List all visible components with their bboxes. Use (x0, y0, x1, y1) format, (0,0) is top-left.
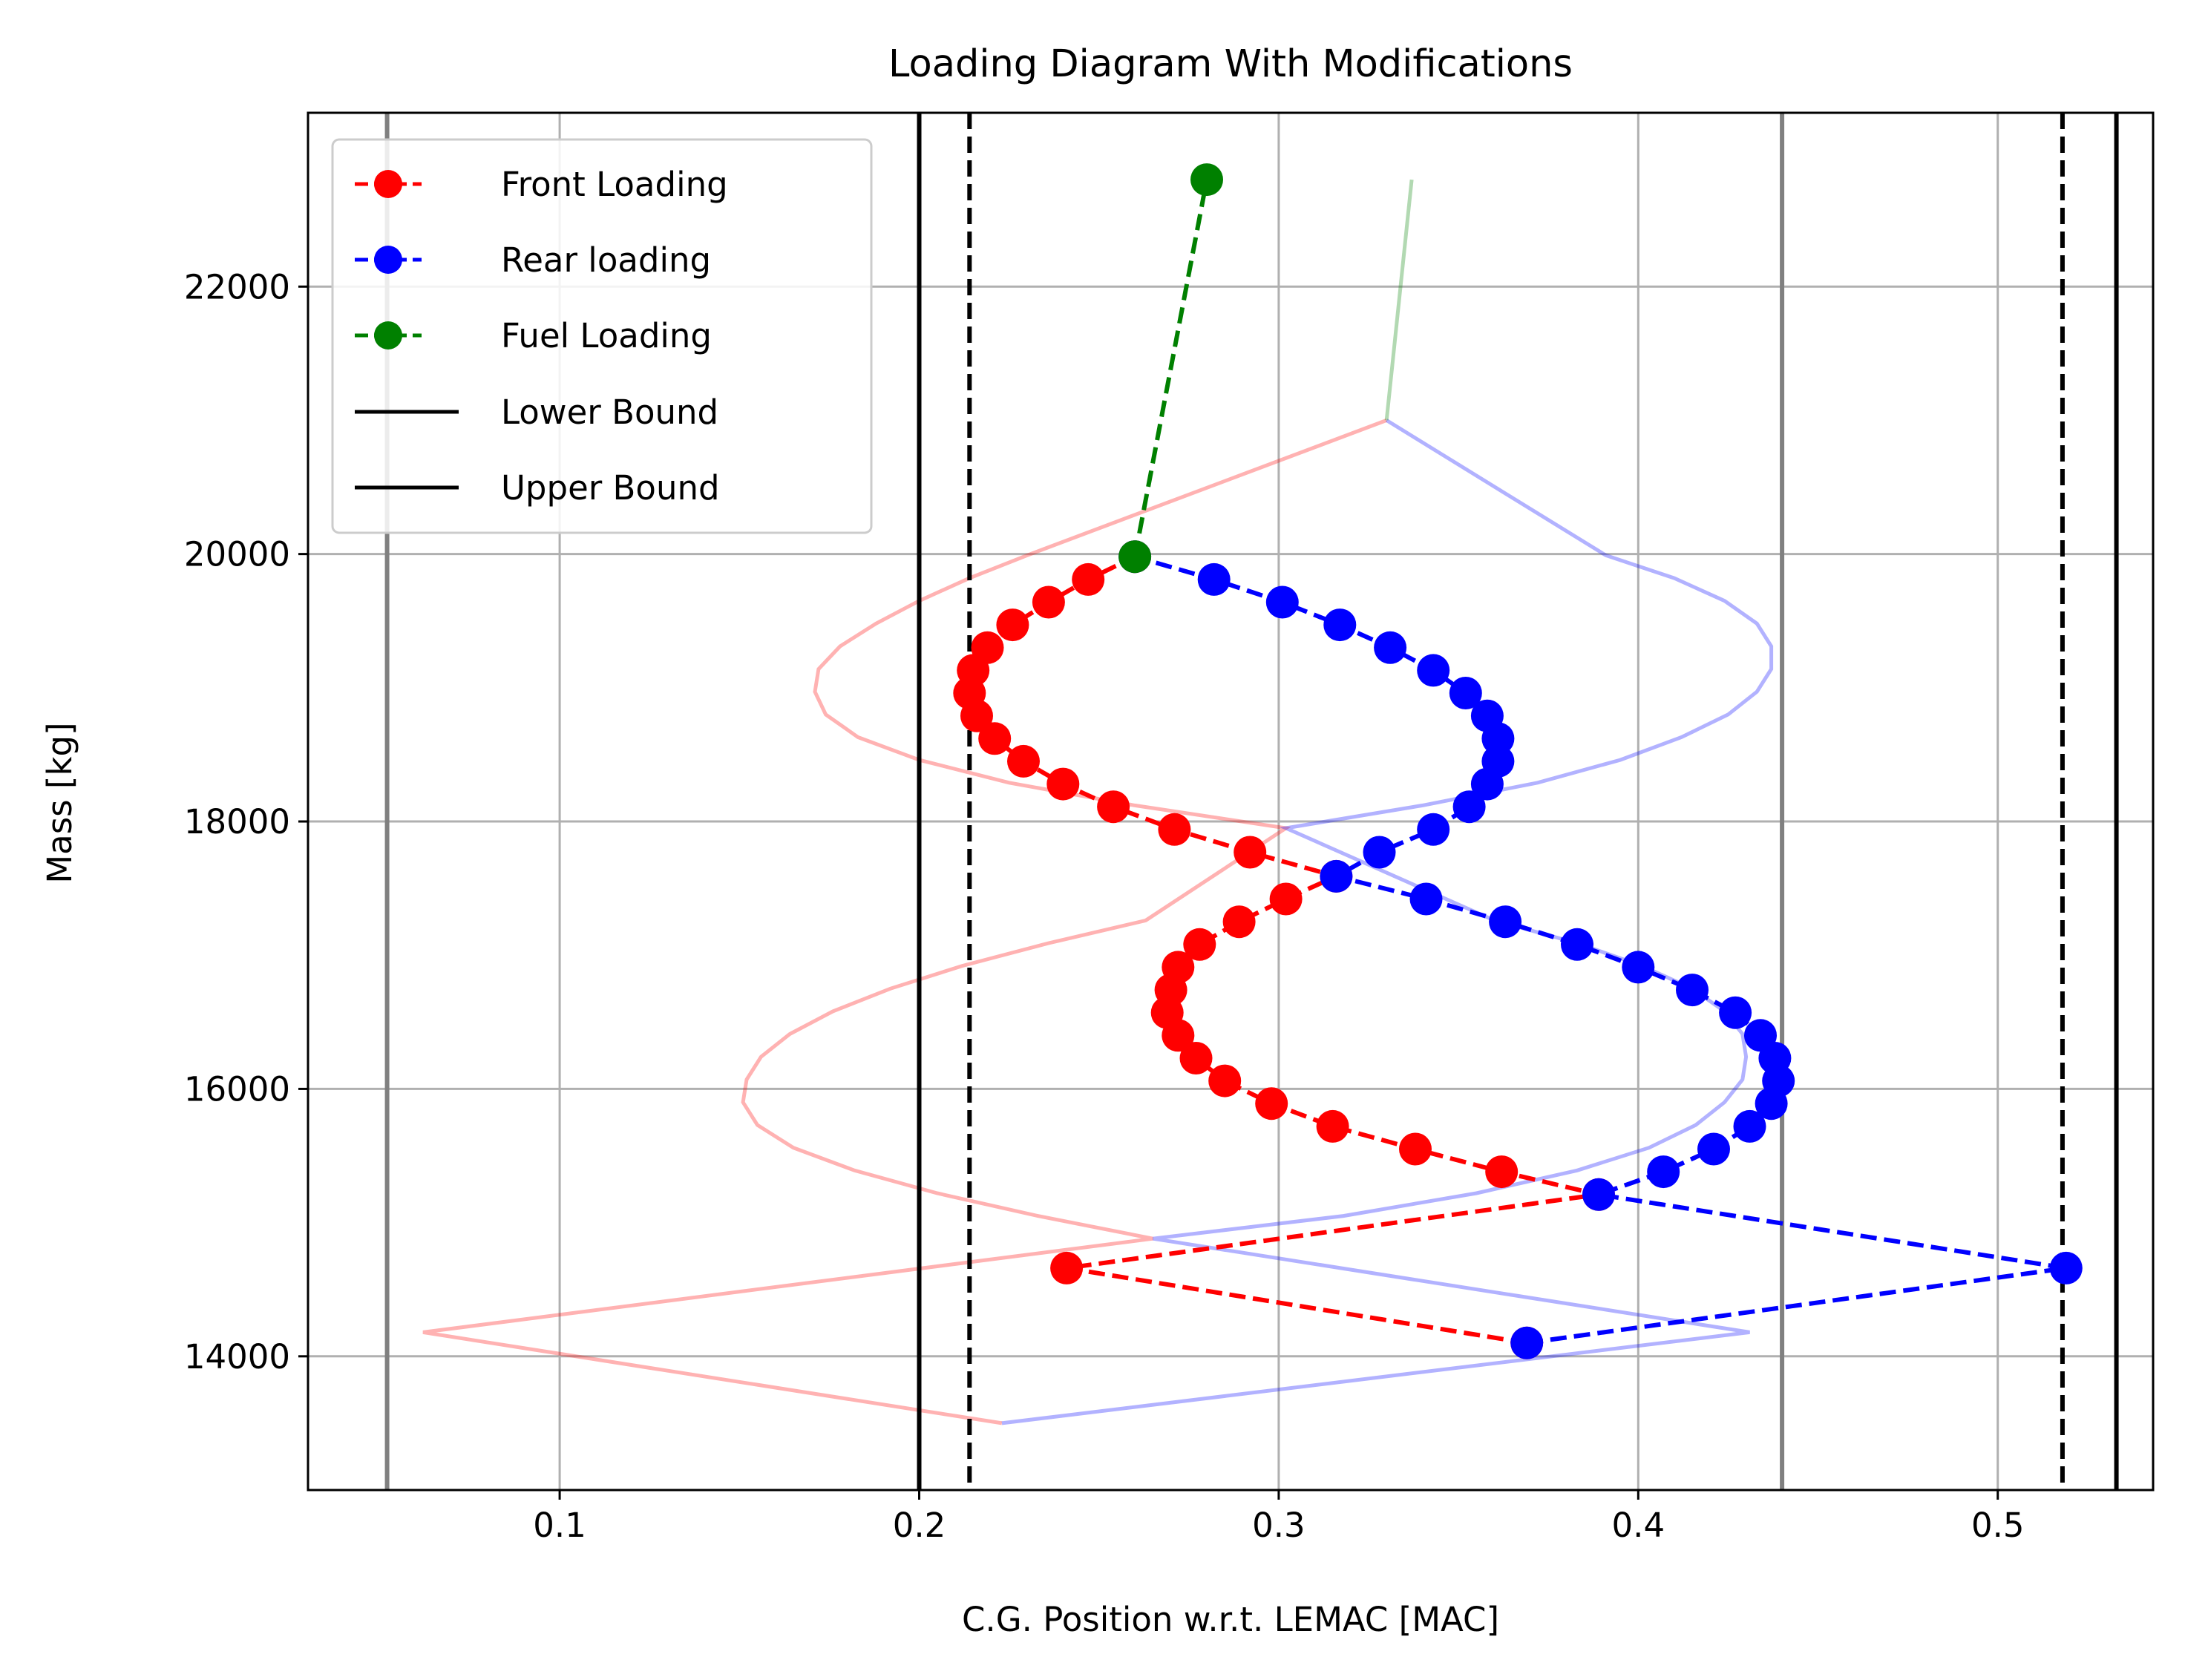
fuel-loading-line (1133, 179, 1209, 557)
front-loading-point (978, 722, 1012, 755)
front-loading-point (1485, 1155, 1519, 1189)
y-axis-label: Mass [kg] (40, 722, 79, 883)
front-loading-point (1234, 836, 1267, 869)
legend-item-front-loading: Front Loading (355, 165, 728, 204)
front-loading-point (1208, 1064, 1242, 1097)
front-loading-point (1097, 790, 1130, 824)
series-markers (953, 163, 2083, 1359)
rear-loading-point (1197, 562, 1231, 596)
legend-label: Lower Bound (501, 393, 718, 432)
rear-loading-point (1676, 974, 1709, 1007)
rear-loading-point (1489, 905, 1522, 939)
front-loading-point (1046, 767, 1080, 801)
rear-loading-point (1265, 585, 1299, 619)
legend-label: Front Loading (501, 165, 728, 204)
front-loading-point (1072, 562, 1105, 596)
x-tick-label: 0.2 (893, 1506, 946, 1545)
faint-trajectory-line (422, 419, 1388, 1425)
x-tick-label: 0.5 (1971, 1506, 2025, 1545)
rear-loading-point (1374, 631, 1407, 664)
y-tick-label: 16000 (184, 1069, 290, 1109)
rear-loading-point (1561, 928, 1593, 961)
x-tick-label: 0.1 (533, 1506, 586, 1545)
front-loading-point (971, 631, 1004, 664)
legend-swatch-marker (374, 321, 402, 350)
rear-loading-point (1510, 1326, 1544, 1359)
legend-label: Rear loading (501, 240, 711, 280)
y-tick-label: 14000 (184, 1337, 290, 1377)
front-loading-point (1222, 905, 1256, 939)
legend-item-rear-loading: Rear loading (355, 240, 711, 280)
rear-loading-point (1320, 859, 1353, 893)
faint-trajectory-line (1384, 179, 1414, 421)
legend-swatch-marker (374, 246, 402, 274)
rear-loading-point (1452, 790, 1486, 824)
rear-loading-point (1622, 951, 1655, 984)
legend-label: Fuel Loading (501, 316, 712, 355)
front-loading-point (1007, 744, 1040, 778)
x-axis-label: C.G. Position w.r.t. LEMAC [MAC] (962, 1600, 1499, 1639)
legend-box (331, 138, 873, 534)
axis-ticks: 0.1 0.2 0.3 0.4 0.5 14000 16000 18000 20000 22000 (184, 267, 2025, 1545)
front-loading-point (1032, 585, 1065, 619)
rear-loading-point (1417, 654, 1450, 687)
rear-loading-point (1733, 1109, 1766, 1143)
legend-item-upper-bound: Upper Bound (355, 468, 720, 508)
front-loading-point (1162, 951, 1195, 984)
front-loading-point (1050, 1251, 1084, 1284)
rear-loading-point (1719, 996, 1752, 1029)
rear-loading-point (1744, 1019, 1777, 1052)
front-loading-point (1158, 813, 1191, 846)
chart-title: Loading Diagram With Modifications (888, 42, 1573, 86)
rear-loading-point (1582, 1178, 1615, 1211)
plot-frame (307, 111, 2155, 1492)
rear-loading-point (1323, 608, 1357, 642)
front-loading-point (1183, 928, 1216, 961)
legend-label: Upper Bound (501, 468, 720, 508)
rear-loading-point (1449, 677, 1482, 709)
rear-loading-point (1697, 1132, 1730, 1166)
front-loading-point (1269, 882, 1303, 916)
rear-loading-point (1470, 699, 1504, 732)
rear-loading-point (1417, 813, 1450, 846)
front-loading-point (1255, 1087, 1288, 1120)
legend: Front Loading Rear loading Fuel Loading … (331, 138, 873, 534)
x-tick-label: 0.3 (1252, 1506, 1306, 1545)
x-tick-label: 0.4 (1612, 1506, 1665, 1545)
rear-loading-point (1481, 744, 1515, 778)
legend-item-fuel-loading: Fuel Loading (355, 316, 712, 355)
front-loading-point (1399, 1132, 1432, 1166)
front-loading-point (1316, 1109, 1349, 1143)
y-tick-label: 22000 (184, 267, 290, 306)
y-tick-label: 18000 (184, 802, 290, 841)
fuel-loading-point (1190, 163, 1223, 197)
legend-item-lower-bound: Lower Bound (355, 393, 718, 432)
rear-loading-point (1647, 1155, 1680, 1189)
front-loading-point (1179, 1042, 1213, 1074)
y-tick-label: 20000 (184, 535, 290, 574)
rear-loading-point (2049, 1251, 2083, 1284)
rear-loading-point (1363, 836, 1396, 869)
fuel-loading-point (1118, 540, 1152, 574)
rear-loading-point (1409, 882, 1443, 916)
front-loading-point (996, 608, 1029, 642)
legend-swatch-marker (374, 170, 402, 198)
